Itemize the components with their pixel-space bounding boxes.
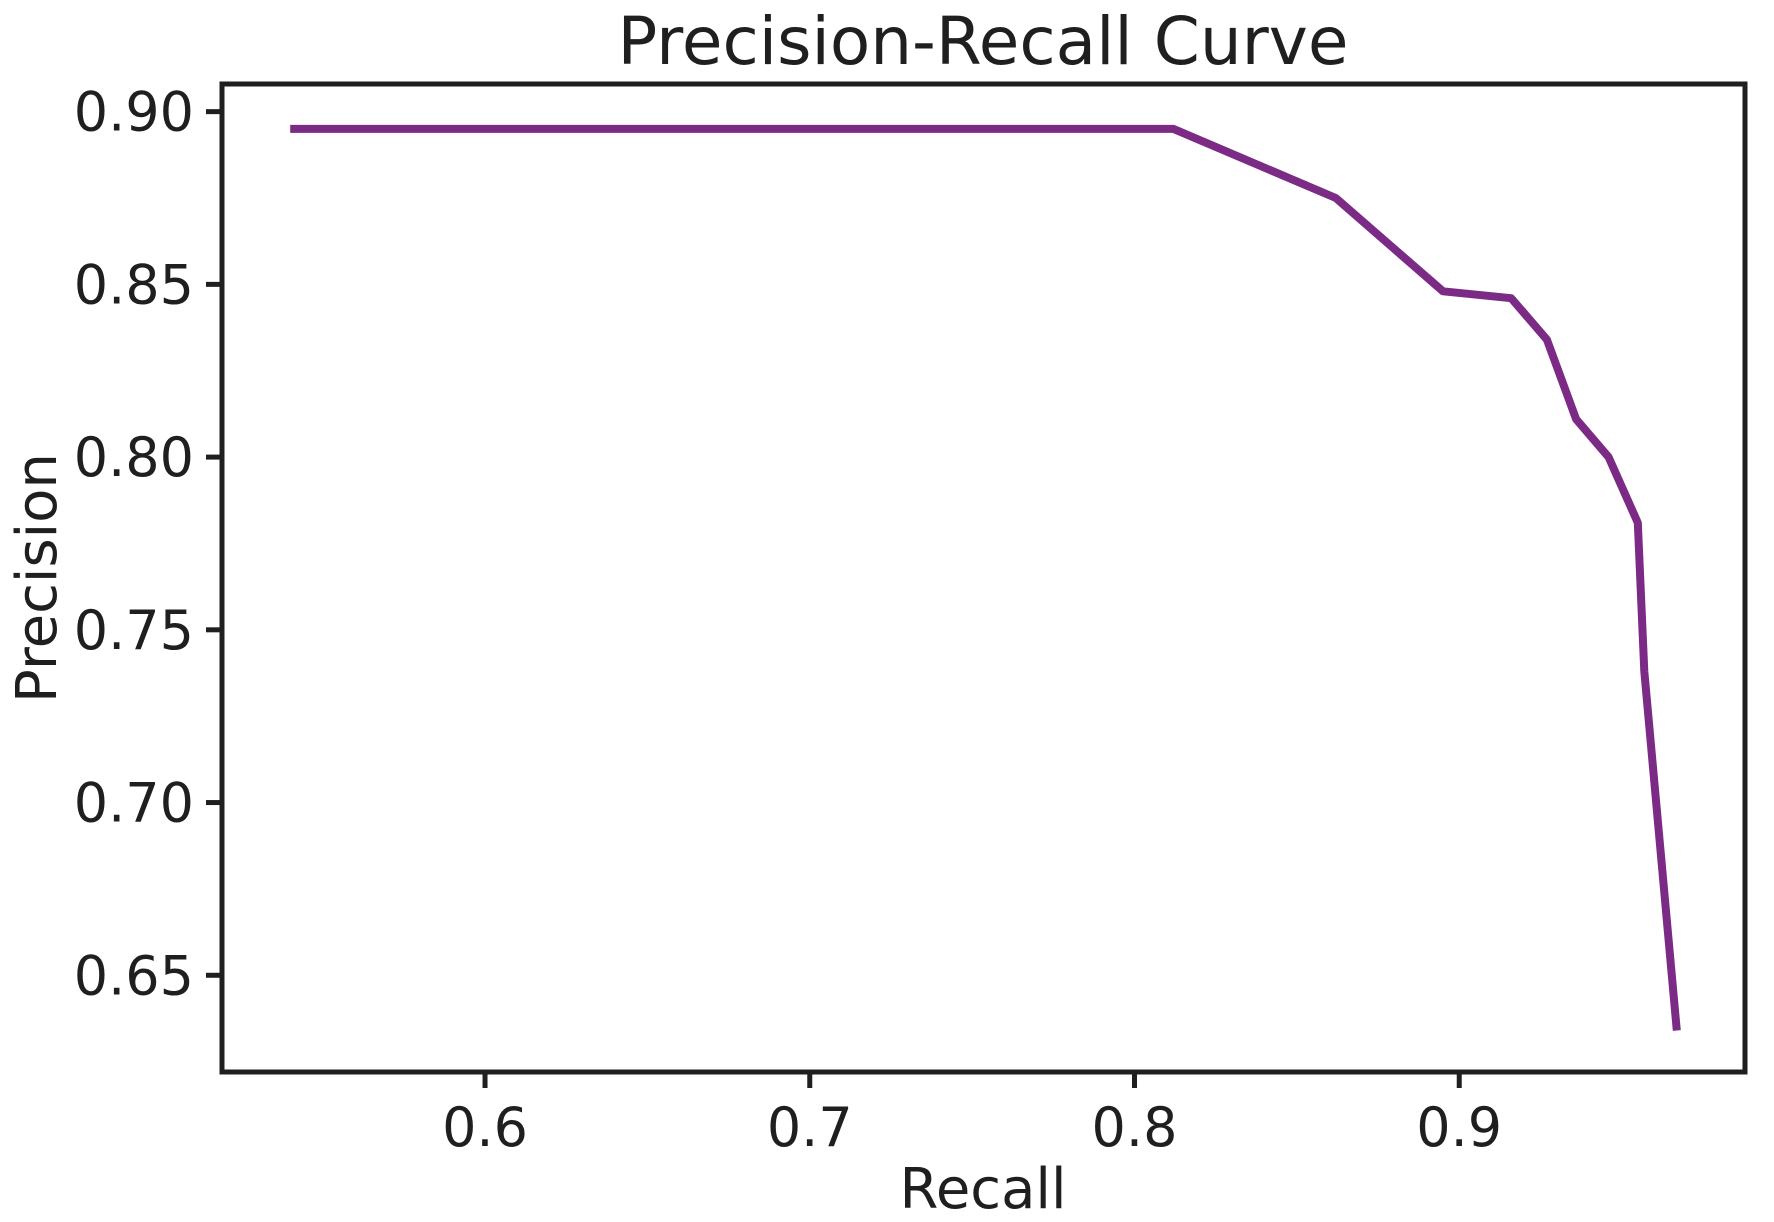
y-tick-label: 0.70 [74,772,194,835]
x-axis-ticks: 0.6 0.7 0.8 0.9 [442,1072,1502,1159]
y-tick-label: 0.85 [74,253,194,316]
x-axis-label: Recall [899,1157,1066,1222]
x-tick-label: 0.7 [767,1096,853,1159]
y-axis-ticks: 0.65 0.70 0.75 0.80 0.85 0.90 [74,81,222,1007]
y-axis-label: Precision [5,453,70,703]
plot-border [219,81,1748,1075]
y-tick-label: 0.80 [74,426,194,489]
pr-curve-line [290,124,1681,1031]
y-tick-label: 0.65 [74,944,194,1007]
chart-title: Precision-Recall Curve [618,3,1349,80]
x-tick-label: 0.6 [442,1096,528,1159]
y-tick-label: 0.75 [74,599,194,662]
x-tick-label: 0.8 [1092,1096,1178,1159]
x-tick-label: 0.9 [1416,1096,1502,1159]
y-tick-label: 0.90 [74,81,194,144]
